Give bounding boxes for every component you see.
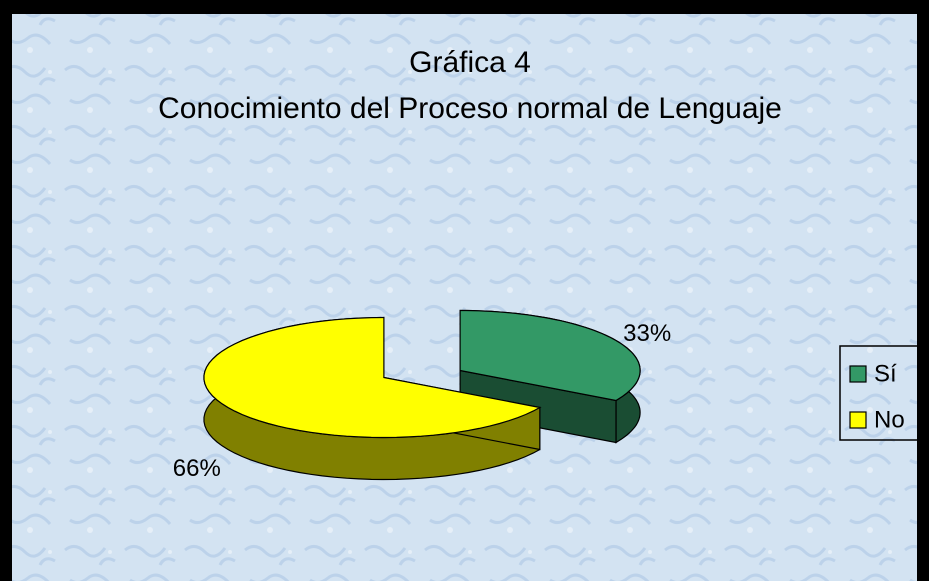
pie [203, 309, 641, 481]
slice [459, 309, 641, 444]
legend-box [839, 345, 923, 441]
data-label: 33% [623, 320, 671, 347]
legend-swatch [849, 411, 867, 429]
slice-top [459, 309, 641, 402]
data-label: 66% [173, 455, 221, 482]
slice-top [203, 316, 542, 439]
plot-background [12, 14, 917, 581]
chart-subtitle: Conocimiento del Proceso normal de Lengu… [158, 92, 782, 125]
legend-label: Sí [874, 360, 897, 387]
title-block: Gráfica 4 Conocimiento del Proceso norma… [150, 40, 790, 132]
legend-swatch [849, 365, 867, 383]
slice [203, 316, 542, 481]
chart-title: Gráfica 4 [409, 46, 531, 79]
legend-label: No [874, 406, 905, 433]
